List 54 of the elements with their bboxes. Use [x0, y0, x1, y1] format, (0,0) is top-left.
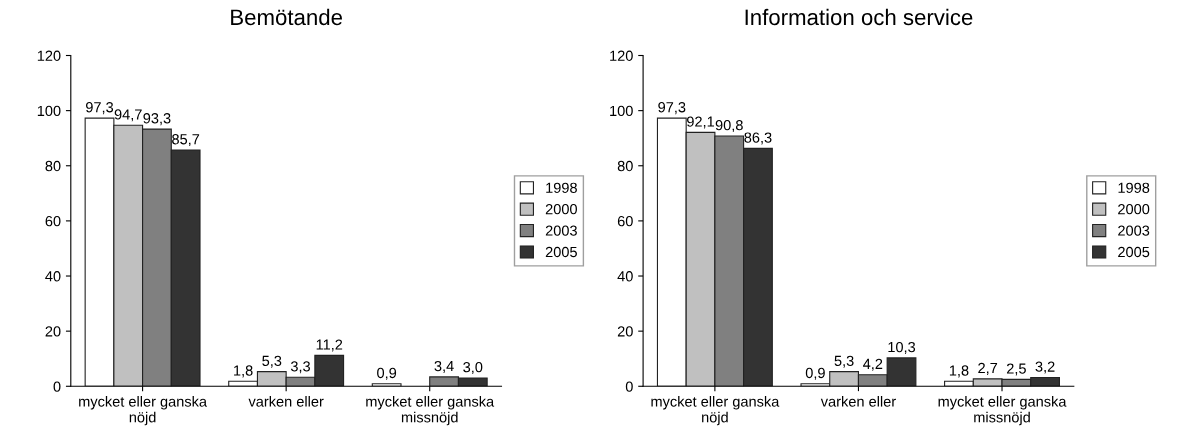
data-label: 1,8 — [949, 365, 969, 378]
data-label: 5,3 — [834, 355, 854, 368]
legend-label: 2003 — [1118, 225, 1150, 236]
y-tick-label: 40 — [45, 271, 61, 282]
data-label: 3,3 — [290, 361, 310, 374]
data-label: 3,0 — [463, 362, 483, 375]
bar — [371, 383, 402, 387]
y-tick-label: 20 — [617, 326, 633, 337]
legend-label: 1998 — [1118, 182, 1150, 193]
data-label: 92,1 — [687, 116, 715, 129]
y-tick-label: 60 — [617, 215, 633, 227]
data-label: 94,7 — [114, 109, 142, 122]
data-label: 97,3 — [86, 102, 114, 115]
data-label: 1,8 — [234, 365, 253, 378]
data-label: 86,3 — [744, 132, 772, 145]
data-label: 3,4 — [434, 360, 454, 373]
legend-label: 1998 — [546, 182, 577, 193]
chart-title: Bemötande — [231, 8, 342, 26]
y-tick-label: 60 — [45, 215, 61, 227]
data-label: 4,2 — [863, 358, 883, 371]
y-tick-label: 100 — [37, 105, 61, 117]
y-tick-label: 120 — [37, 50, 61, 61]
y-tick-label: 20 — [45, 326, 61, 337]
y-tick-label: 40 — [617, 271, 633, 282]
x-tick-label: mycket eller ganska nöjd — [651, 396, 780, 426]
data-label: 5,3 — [262, 355, 282, 368]
legend-label: 2005 — [1118, 246, 1150, 258]
data-label: 10,3 — [888, 341, 916, 354]
data-label: 93,3 — [143, 113, 171, 126]
y-tick-label: 80 — [45, 160, 61, 172]
y-tick-label: 80 — [617, 160, 633, 172]
data-label: 90,8 — [715, 120, 743, 133]
data-label: 0,9 — [805, 367, 825, 380]
x-tick-label: varken eller — [820, 396, 896, 407]
x-tick-label: mycket eller ganska missnöjd — [938, 396, 1067, 426]
data-label: 97,3 — [658, 102, 686, 115]
legend-label: 2003 — [545, 225, 577, 236]
y-tick-label: 0 — [625, 381, 633, 392]
x-tick-label: mycket eller ganska missnöjd — [366, 396, 495, 426]
y-tick-label: 120 — [610, 50, 633, 61]
legend-label: 2000 — [545, 204, 577, 215]
y-tick-label: 0 — [53, 381, 61, 392]
data-label: 0,9 — [377, 367, 397, 380]
data-label: 2,5 — [1006, 363, 1026, 376]
x-tick-label: mycket eller ganska nöjd — [79, 396, 208, 426]
legend-label: 2005 — [545, 246, 577, 258]
y-tick-label: 100 — [610, 105, 633, 117]
data-label: 11,2 — [316, 339, 343, 352]
data-label: 2,7 — [978, 362, 998, 375]
chart-title: Information och service — [745, 8, 973, 26]
data-label: 85,7 — [172, 134, 200, 147]
x-tick-label: varken eller — [248, 396, 324, 407]
legend-label: 2000 — [1118, 204, 1150, 215]
data-label: 3,2 — [1035, 361, 1055, 374]
